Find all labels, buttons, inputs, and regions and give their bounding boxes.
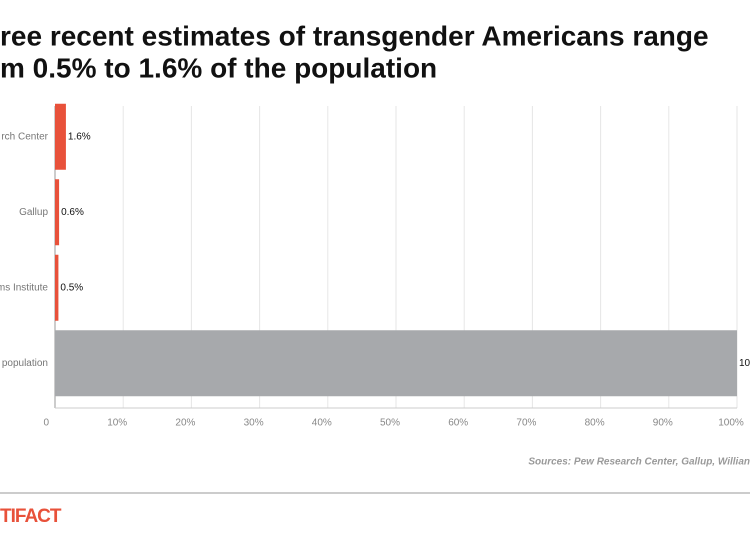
x-tick-label: 80% [585, 418, 605, 429]
chart-title: ree recent estimates of transgender Amer… [0, 20, 709, 51]
bar [55, 254, 59, 321]
bar [55, 330, 737, 397]
category-label: ms Institute [0, 282, 48, 293]
chart-title: m 0.5% to 1.6% of the population [0, 52, 437, 83]
category-label: rch Center [1, 131, 48, 142]
x-tick-label: 40% [312, 418, 332, 429]
x-tick-label: 100% [718, 418, 744, 429]
x-tick-label: 90% [653, 418, 673, 429]
x-tick-label: 0 [43, 418, 49, 429]
value-label: 0.5% [60, 282, 83, 293]
logo: TIFACT [0, 506, 62, 527]
x-tick-label: 20% [175, 418, 195, 429]
x-tick-label: 10% [107, 418, 127, 429]
bar [55, 103, 66, 170]
x-tick-label: 60% [448, 418, 468, 429]
source: Sources: Pew Research Center, Gallup, Wi… [528, 457, 750, 468]
value-label: 0.6% [61, 207, 84, 218]
x-tick-label: 50% [380, 418, 400, 429]
category-label: Gallup [19, 207, 48, 218]
value-label: 100% [739, 358, 750, 369]
category-label: population [2, 358, 48, 369]
value-label: 1.6% [68, 131, 91, 142]
x-tick-label: 70% [516, 418, 536, 429]
x-tick-label: 30% [244, 418, 264, 429]
bar [55, 179, 60, 246]
